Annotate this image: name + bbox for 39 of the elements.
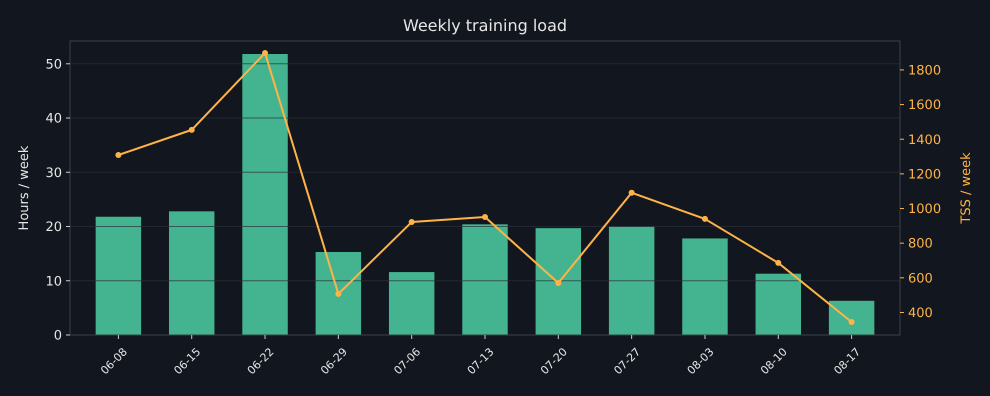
y2-tick-label: 1400: [908, 132, 942, 148]
y2-tick-label: 800: [908, 236, 933, 252]
bar: [462, 224, 508, 335]
y-tick-label: 10: [45, 274, 62, 290]
point: [628, 190, 635, 196]
point: [482, 214, 488, 220]
y2-tick-label: 600: [908, 271, 933, 286]
y-axis-title: Hours / week: [17, 145, 32, 230]
point: [848, 319, 855, 326]
y-tick-label: 0: [54, 328, 62, 344]
point: [115, 152, 122, 158]
point: [702, 216, 708, 222]
bar: [756, 274, 802, 335]
point: [335, 290, 342, 297]
bar: [682, 238, 728, 335]
y2-tick-label: 1000: [908, 202, 942, 218]
y-tick-label: 20: [45, 220, 62, 236]
y2-axis-title: TSS / week: [959, 152, 974, 225]
y-tick-label: 30: [45, 166, 62, 181]
point: [408, 219, 415, 226]
point: [555, 280, 562, 286]
point: [188, 126, 195, 133]
bar: [168, 211, 214, 335]
y2-tick-label: 1600: [908, 98, 942, 114]
y-tick-label: 40: [45, 112, 62, 127]
bar: [388, 272, 434, 335]
bar: [316, 252, 362, 335]
y-tick-label: 50: [45, 57, 62, 72]
point: [262, 50, 268, 56]
y2-tick-label: 1200: [908, 167, 942, 182]
bar: [536, 228, 582, 335]
point: [775, 260, 782, 266]
y2-tick-label: 400: [908, 306, 933, 322]
bar: [608, 226, 654, 335]
chart-title: Weekly training load: [402, 16, 568, 35]
bar: [828, 300, 874, 335]
y2-tick-label: 1800: [908, 63, 942, 78]
bar: [96, 216, 142, 335]
bar: [242, 54, 288, 335]
